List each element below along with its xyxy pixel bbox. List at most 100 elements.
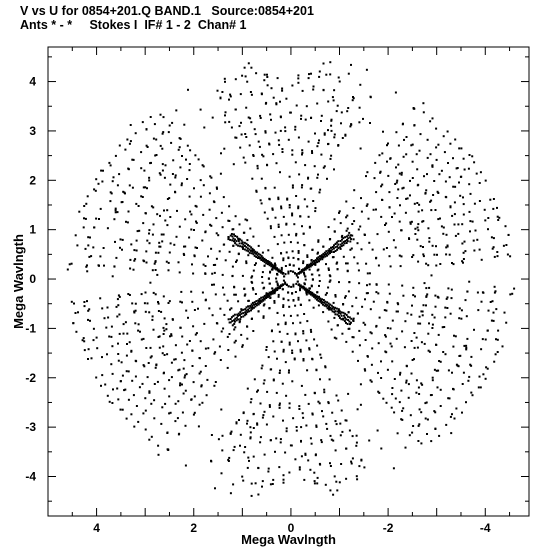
uv-point	[386, 327, 389, 330]
uv-point	[427, 264, 430, 267]
uv-point	[326, 254, 328, 257]
uv-point	[316, 344, 319, 347]
uv-point	[229, 93, 232, 96]
uv-point	[401, 284, 404, 287]
uv-point	[298, 272, 301, 275]
uv-point	[452, 157, 454, 160]
uv-point	[342, 244, 345, 247]
uv-point	[336, 324, 339, 327]
uv-point	[263, 453, 266, 456]
uv-point	[329, 252, 331, 255]
uv-point	[461, 223, 464, 226]
uv-point	[177, 400, 180, 403]
uv-point	[253, 264, 256, 266]
uv-point	[426, 293, 429, 296]
uv-point	[428, 322, 430, 325]
uv-point	[384, 224, 386, 226]
uv-point	[385, 401, 388, 404]
uv-point	[491, 247, 494, 250]
uv-point	[260, 296, 263, 299]
uv-point	[113, 265, 116, 268]
uv-point	[261, 364, 264, 367]
uv-point	[265, 293, 268, 296]
uv-point	[417, 223, 420, 226]
uv-point	[161, 132, 164, 135]
uv-point	[399, 371, 402, 374]
uv-point	[87, 358, 89, 360]
uv-point	[114, 240, 116, 243]
uv-point	[463, 240, 466, 243]
uv-point	[243, 287, 246, 290]
uv-point	[395, 131, 398, 134]
uv-point	[327, 320, 330, 323]
uv-point	[294, 332, 297, 335]
uv-point	[233, 233, 235, 236]
uv-point	[278, 285, 281, 288]
uv-point	[261, 276, 264, 278]
uv-point	[333, 336, 336, 339]
uv-point	[150, 435, 153, 438]
uv-point	[301, 149, 304, 152]
uv-point	[228, 321, 231, 324]
uv-point	[428, 240, 431, 243]
uv-point	[469, 220, 472, 223]
uv-point	[414, 295, 416, 298]
uv-point	[281, 382, 284, 385]
uv-point	[184, 374, 187, 377]
uv-point	[411, 431, 414, 434]
uv-point	[335, 394, 338, 397]
uv-point	[160, 233, 163, 236]
uv-point	[335, 480, 338, 483]
uv-point	[337, 311, 340, 314]
uv-point	[232, 483, 235, 486]
uv-point	[457, 365, 460, 368]
uv-point	[473, 249, 476, 252]
uv-point	[168, 395, 171, 398]
uv-point	[246, 311, 249, 314]
uv-point	[299, 321, 302, 324]
uv-point	[204, 265, 207, 267]
uv-point	[484, 338, 487, 341]
uv-point	[173, 243, 176, 246]
uv-point	[252, 455, 255, 458]
uv-point	[134, 359, 137, 362]
uv-point	[284, 323, 287, 326]
uv-point	[273, 186, 276, 189]
uv-point	[383, 309, 386, 312]
uv-point	[238, 125, 241, 128]
uv-point	[224, 111, 227, 114]
uv-point	[327, 226, 330, 229]
uv-point	[231, 265, 234, 268]
uv-point	[119, 246, 121, 249]
uv-point	[501, 345, 504, 348]
uv-point	[232, 244, 235, 247]
uv-point	[279, 100, 281, 103]
uv-point	[183, 123, 186, 126]
uv-point	[337, 76, 340, 79]
uv-point	[408, 237, 410, 240]
uv-point	[123, 191, 126, 194]
uv-point	[484, 219, 487, 222]
uv-point	[108, 161, 111, 164]
uv-point	[93, 188, 96, 191]
uv-point	[267, 277, 270, 280]
uv-point	[241, 274, 244, 277]
uv-point	[246, 337, 249, 340]
uv-point	[266, 295, 269, 297]
uv-point	[378, 391, 381, 394]
uv-point	[478, 182, 481, 184]
uv-point	[276, 312, 279, 314]
uv-point	[313, 295, 316, 298]
uv-point	[305, 424, 308, 427]
uv-point	[446, 245, 449, 248]
uv-point	[322, 62, 325, 65]
uv-point	[331, 246, 334, 248]
uv-point	[138, 386, 141, 389]
uv-point	[458, 317, 461, 320]
uv-point	[178, 368, 181, 371]
uv-point	[322, 415, 325, 418]
uv-point	[76, 244, 79, 247]
uv-point	[279, 441, 282, 444]
uv-point	[397, 303, 400, 306]
